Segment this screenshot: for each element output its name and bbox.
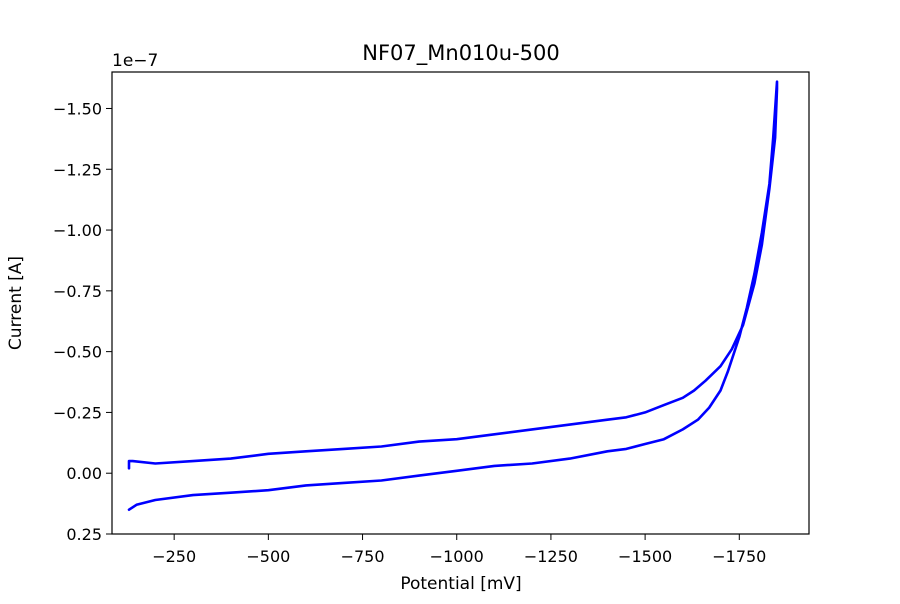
y-tick-label: −0.75 — [53, 282, 102, 301]
x-tick-label: −500 — [246, 547, 290, 566]
chart-title: NF07_Mn010u-500 — [362, 41, 560, 66]
x-tick-label: −250 — [152, 547, 196, 566]
y-tick-label: 0.25 — [66, 525, 102, 544]
axis-ticks: −250 −500 −750 −1000 −1250 −1500 −1750 0.25 0.00… — [53, 99, 766, 566]
x-tick-label: −750 — [341, 547, 385, 566]
x-axis-label: Potential [mV] — [400, 574, 521, 594]
y-tick-label: −1.25 — [53, 160, 102, 179]
y-tick-label: −1.00 — [53, 221, 102, 240]
y-offset-text: 1e−7 — [112, 51, 158, 71]
x-tick-label: −1250 — [524, 547, 578, 566]
x-tick-label: −1000 — [430, 547, 484, 566]
y-tick-label: −0.25 — [53, 403, 102, 422]
y-tick-label: 0.00 — [66, 464, 102, 483]
x-tick-label: −1500 — [618, 547, 672, 566]
y-tick-label: −1.50 — [53, 99, 102, 118]
y-tick-label: −0.50 — [53, 343, 102, 362]
series-line — [127, 80, 779, 512]
plot-frame — [111, 71, 810, 535]
x-tick-label: −1750 — [712, 547, 766, 566]
y-axis-label: Current [A] — [6, 256, 26, 350]
plot-series-group — [127, 80, 779, 512]
